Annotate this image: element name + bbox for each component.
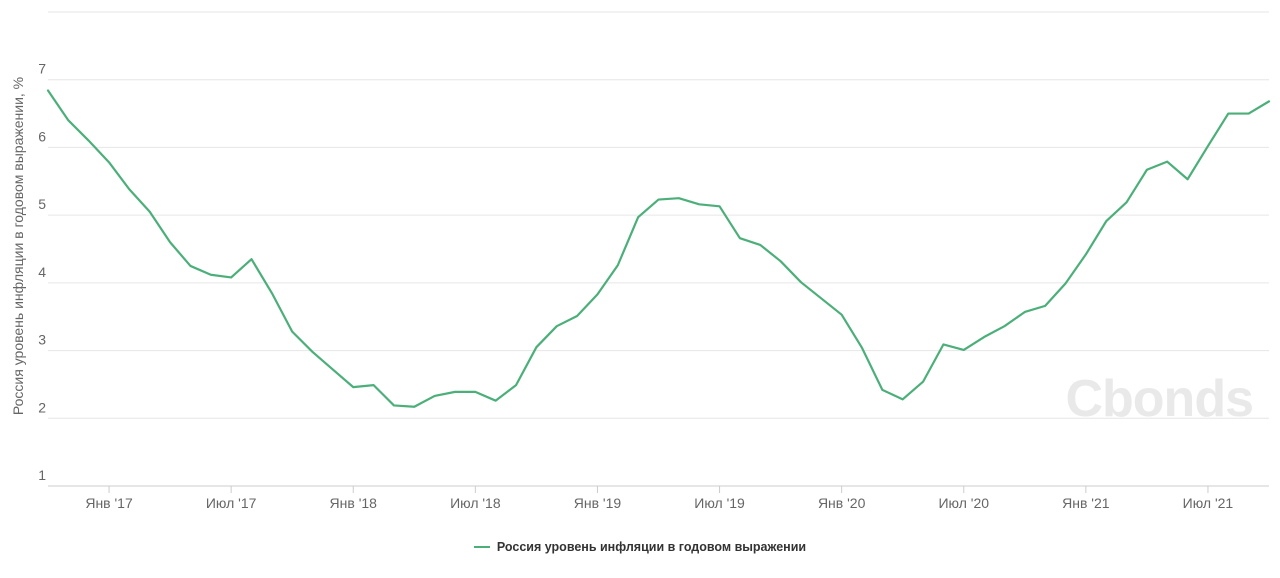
x-tick-label: Июл '19: [694, 495, 745, 511]
data-point[interactable]: [311, 350, 315, 354]
data-point[interactable]: [290, 330, 294, 334]
data-point[interactable]: [107, 160, 111, 164]
data-point[interactable]: [514, 383, 518, 387]
x-tick-label: Июл '20: [938, 495, 989, 511]
data-point[interactable]: [819, 296, 823, 300]
data-point[interactable]: [941, 342, 945, 346]
data-point[interactable]: [1206, 144, 1210, 148]
data-point[interactable]: [534, 345, 538, 349]
legend-item[interactable]: Россия уровень инфляции в годовом выраже…: [473, 540, 807, 554]
y-tick-label: 1: [38, 467, 46, 483]
data-point[interactable]: [250, 257, 254, 261]
data-point[interactable]: [799, 280, 803, 284]
data-point[interactable]: [1186, 177, 1190, 181]
legend-swatch: [473, 546, 490, 548]
data-point[interactable]: [1125, 200, 1129, 204]
data-point[interactable]: [982, 335, 986, 339]
data-point[interactable]: [331, 368, 335, 372]
data-point[interactable]: [148, 210, 152, 214]
data-point[interactable]: [1165, 160, 1169, 164]
y-axis-ticks: 1 2 3 4 5 6 7: [38, 61, 46, 483]
y-tick-label: 5: [38, 196, 46, 212]
x-tick-label: Янв '17: [85, 495, 133, 511]
y-axis-label: Россия уровень инфляции в годовом выраже…: [10, 77, 26, 415]
data-point[interactable]: [1226, 112, 1230, 116]
data-point[interactable]: [758, 243, 762, 247]
data-point[interactable]: [392, 403, 396, 407]
x-tick-label: Июл '18: [450, 495, 501, 511]
data-point[interactable]: [616, 263, 620, 267]
x-tick-label: Янв '18: [330, 495, 378, 511]
watermark-logo: Cbonds: [1065, 370, 1253, 428]
series-layer: [46, 89, 1271, 409]
data-point[interactable]: [1247, 112, 1251, 116]
data-point[interactable]: [738, 236, 742, 240]
data-point[interactable]: [1267, 99, 1271, 103]
y-tick-label: 6: [38, 128, 46, 144]
x-axis: Янв '17 Июл '17 Янв '18 Июл '18 Янв '19 Июл '…: [48, 485, 1269, 511]
data-point[interactable]: [555, 324, 559, 328]
data-point[interactable]: [127, 187, 131, 191]
data-point[interactable]: [657, 198, 661, 202]
data-point[interactable]: [66, 118, 70, 122]
data-point[interactable]: [595, 292, 599, 296]
data-point[interactable]: [87, 139, 91, 143]
data-point[interactable]: [433, 394, 437, 398]
data-point[interactable]: [168, 240, 172, 244]
x-tick-label: Янв '21: [1062, 495, 1110, 511]
data-point[interactable]: [229, 275, 233, 279]
data-point[interactable]: [921, 380, 925, 384]
series-line[interactable]: [46, 89, 1271, 408]
data-point[interactable]: [372, 383, 376, 387]
data-point[interactable]: [1023, 310, 1027, 314]
data-point[interactable]: [901, 397, 905, 401]
data-point[interactable]: [860, 346, 864, 350]
legend-label: Россия уровень инфляции в годовом выраже…: [496, 540, 807, 554]
data-point[interactable]: [636, 215, 640, 219]
data-point[interactable]: [1145, 168, 1149, 172]
x-tick-label: Янв '20: [818, 495, 866, 511]
data-point[interactable]: [351, 385, 355, 389]
data-point[interactable]: [188, 264, 192, 268]
data-point[interactable]: [473, 390, 477, 394]
data-point[interactable]: [209, 273, 213, 277]
x-tick-label: Июл '17: [206, 495, 257, 511]
data-point[interactable]: [575, 314, 579, 318]
data-point[interactable]: [779, 259, 783, 263]
data-point[interactable]: [46, 89, 50, 93]
data-point[interactable]: [494, 399, 498, 403]
data-point[interactable]: [677, 196, 681, 200]
y-tick-label: 7: [38, 61, 46, 77]
grid-lines: [48, 11, 1269, 419]
data-point[interactable]: [840, 313, 844, 317]
data-point[interactable]: [1064, 282, 1068, 286]
data-point[interactable]: [270, 291, 274, 295]
data-point[interactable]: [697, 202, 701, 206]
x-tick-label: Июл '21: [1183, 495, 1234, 511]
data-point[interactable]: [1084, 252, 1088, 256]
data-point[interactable]: [962, 348, 966, 352]
data-point[interactable]: [412, 405, 416, 409]
data-point[interactable]: [453, 390, 457, 394]
data-point[interactable]: [1104, 219, 1108, 223]
y-tick-label: 2: [38, 399, 46, 415]
data-point[interactable]: [880, 388, 884, 392]
y-tick-label: 4: [38, 264, 46, 280]
legend: Россия уровень инфляции в годовом выраже…: [0, 537, 1280, 554]
data-point[interactable]: [1043, 304, 1047, 308]
data-point[interactable]: [718, 204, 722, 208]
y-tick-label: 3: [38, 332, 46, 348]
x-tick-label: Янв '19: [574, 495, 622, 511]
data-point[interactable]: [1002, 324, 1006, 328]
